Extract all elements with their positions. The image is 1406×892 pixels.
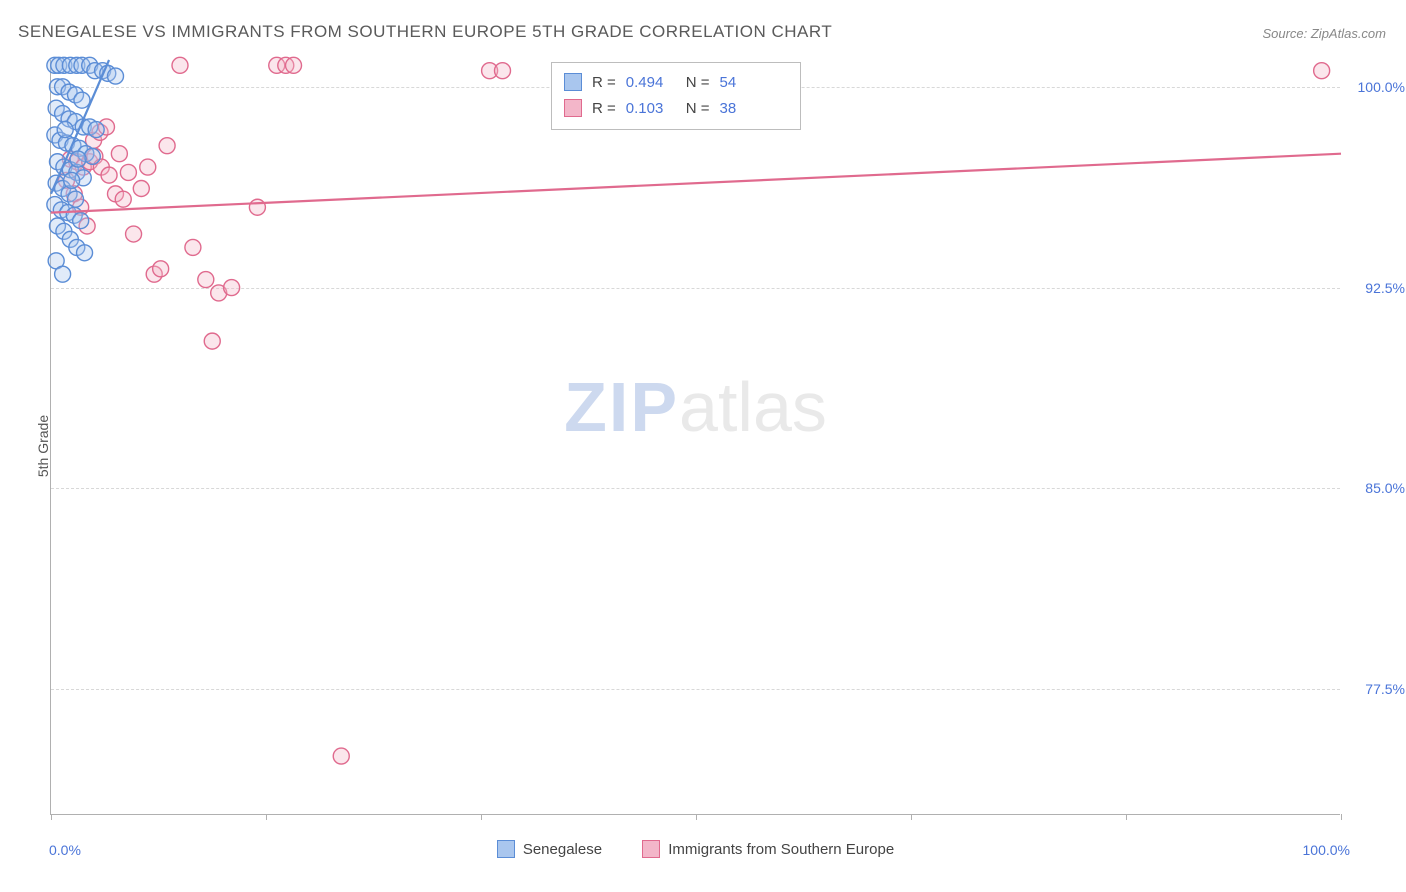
x-tick [696,814,697,820]
regression-line-immigrants_se [51,154,1341,213]
scatter-point-immigrants_se [495,63,511,79]
scatter-point-immigrants_se [133,181,149,197]
scatter-point-senegalese [84,148,100,164]
swatch-immigrants [564,99,582,117]
r-value: 0.494 [626,74,676,91]
scatter-point-senegalese [55,266,71,282]
n-value: 38 [720,100,770,117]
scatter-point-immigrants_se [249,199,265,215]
x-tick [1126,814,1127,820]
plot-area: ZIPatlas R = 0.494 N = 54 R = 0.103 N = … [50,60,1340,815]
scatter-point-senegalese [57,122,73,138]
chart-container: SENEGALESE VS IMMIGRANTS FROM SOUTHERN E… [0,0,1406,892]
source-name: ZipAtlas.com [1311,26,1386,41]
r-value: 0.103 [626,100,676,117]
scatter-point-immigrants_se [286,57,302,73]
scatter-point-immigrants_se [224,280,240,296]
chart-title: SENEGALESE VS IMMIGRANTS FROM SOUTHERN E… [18,22,832,42]
scatter-point-immigrants_se [185,239,201,255]
legend-label-immigrants: Immigrants from Southern Europe [668,841,894,858]
r-label: R = [592,100,616,117]
n-label: N = [686,100,710,117]
x-tick [911,814,912,820]
swatch-senegalese [564,73,582,91]
chart-svg [51,60,1340,814]
x-tick [266,814,267,820]
scatter-point-immigrants_se [111,146,127,162]
scatter-point-immigrants_se [126,226,142,242]
scatter-point-immigrants_se [198,272,214,288]
scatter-point-immigrants_se [115,191,131,207]
y-tick-label: 85.0% [1365,480,1405,496]
scatter-point-immigrants_se [153,261,169,277]
stats-row-senegalese: R = 0.494 N = 54 [564,69,788,95]
legend-swatch-immigrants [642,840,660,858]
y-axis-label: 5th Grade [35,415,51,477]
scatter-point-immigrants_se [172,57,188,73]
scatter-point-immigrants_se [101,167,117,183]
scatter-point-immigrants_se [140,159,156,175]
legend-item-senegalese: Senegalese [497,840,602,858]
r-label: R = [592,74,616,91]
y-tick-label: 92.5% [1365,280,1405,296]
scatter-point-senegalese [77,245,93,261]
stats-row-immigrants: R = 0.103 N = 38 [564,95,788,121]
scatter-point-senegalese [64,172,80,188]
scatter-point-senegalese [70,151,86,167]
scatter-point-immigrants_se [1314,63,1330,79]
y-tick-label: 77.5% [1365,681,1405,697]
n-value: 54 [720,74,770,91]
source-prefix: Source: [1262,26,1310,41]
scatter-point-immigrants_se [333,748,349,764]
source-attribution: Source: ZipAtlas.com [1262,26,1386,41]
x-tick [51,814,52,820]
scatter-point-immigrants_se [204,333,220,349]
scatter-point-senegalese [74,92,90,108]
legend-label-senegalese: Senegalese [523,841,602,858]
y-tick-label: 100.0% [1358,79,1405,95]
legend-item-immigrants: Immigrants from Southern Europe [642,840,894,858]
n-label: N = [686,74,710,91]
bottom-legend: Senegalese Immigrants from Southern Euro… [51,840,1340,862]
x-tick [481,814,482,820]
x-tick [1341,814,1342,820]
scatter-point-senegalese [108,68,124,84]
scatter-point-immigrants_se [159,138,175,154]
scatter-point-senegalese [73,213,89,229]
scatter-point-immigrants_se [120,164,136,180]
legend-swatch-senegalese [497,840,515,858]
stats-legend-box: R = 0.494 N = 54 R = 0.103 N = 38 [551,62,801,130]
scatter-point-senegalese [88,122,104,138]
